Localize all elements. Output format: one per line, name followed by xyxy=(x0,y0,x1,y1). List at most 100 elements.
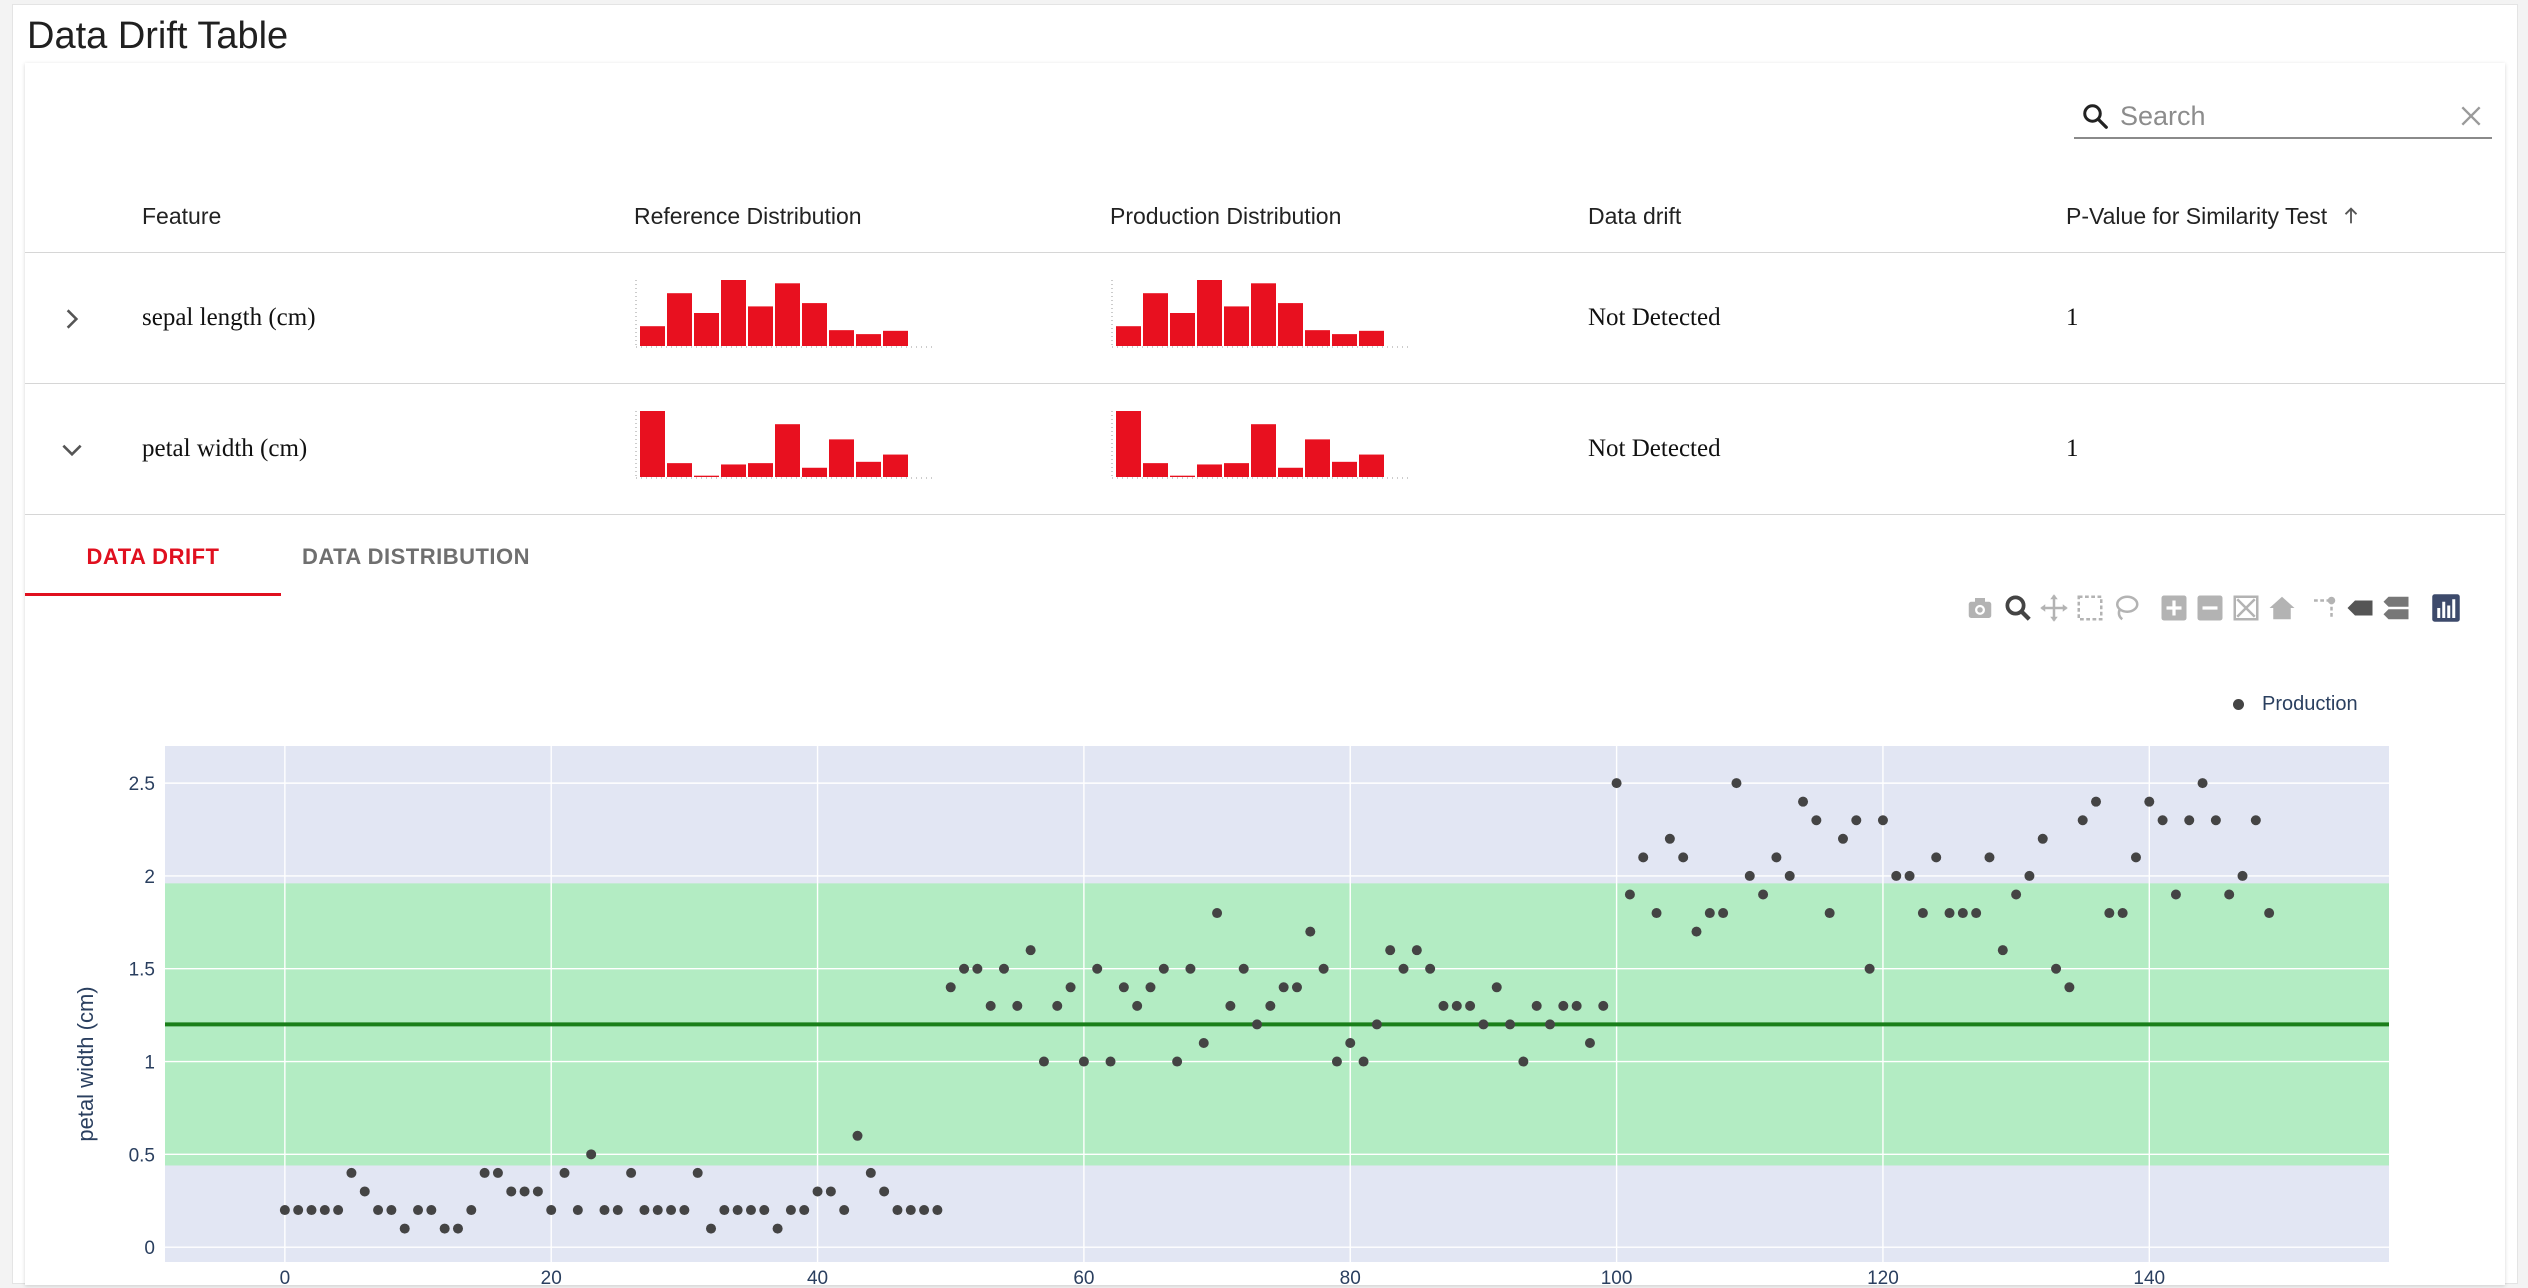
data-point[interactable] xyxy=(559,1167,570,1178)
data-point[interactable] xyxy=(1132,1000,1143,1011)
data-point[interactable] xyxy=(2117,908,2128,919)
data-point[interactable] xyxy=(2237,870,2248,881)
data-point[interactable] xyxy=(785,1205,796,1216)
data-point[interactable] xyxy=(2170,889,2181,900)
data-point[interactable] xyxy=(1678,852,1689,863)
data-point[interactable] xyxy=(945,982,956,993)
data-point[interactable] xyxy=(626,1167,637,1178)
data-point[interactable] xyxy=(2077,815,2088,826)
data-point[interactable] xyxy=(692,1167,703,1178)
data-point[interactable] xyxy=(1451,1000,1462,1011)
data-point[interactable] xyxy=(1718,908,1729,919)
column-header-reference-distribution[interactable]: Reference Distribution xyxy=(634,203,862,229)
data-point[interactable] xyxy=(1145,982,1156,993)
data-point[interactable] xyxy=(932,1205,943,1216)
data-point[interactable] xyxy=(1491,982,1502,993)
data-point[interactable] xyxy=(373,1205,384,1216)
data-point[interactable] xyxy=(1584,1037,1595,1048)
data-point[interactable] xyxy=(1891,870,1902,881)
data-point[interactable] xyxy=(1518,1056,1529,1067)
data-point[interactable] xyxy=(2051,963,2062,974)
data-point[interactable] xyxy=(439,1223,450,1234)
data-point[interactable] xyxy=(1038,1056,1049,1067)
data-point[interactable] xyxy=(1837,833,1848,844)
data-point[interactable] xyxy=(2104,908,2115,919)
tab-data-distribution[interactable]: DATA DISTRIBUTION xyxy=(301,544,531,569)
data-point[interactable] xyxy=(1664,833,1675,844)
camera-icon[interactable] xyxy=(1965,593,1995,623)
hover-closest-icon[interactable] xyxy=(2345,593,2375,623)
data-point[interactable] xyxy=(1291,982,1302,993)
data-point[interactable] xyxy=(1971,908,1982,919)
data-point[interactable] xyxy=(1798,796,1809,807)
data-point[interactable] xyxy=(1385,945,1396,956)
data-point[interactable] xyxy=(666,1205,677,1216)
data-point[interactable] xyxy=(825,1186,836,1197)
data-point[interactable] xyxy=(1265,1000,1276,1011)
data-point[interactable] xyxy=(812,1186,823,1197)
data-point[interactable] xyxy=(1691,926,1702,937)
data-point[interactable] xyxy=(506,1186,517,1197)
data-point[interactable] xyxy=(1025,945,1036,956)
data-point[interactable] xyxy=(1371,1019,1382,1030)
data-point[interactable] xyxy=(985,1000,996,1011)
data-point[interactable] xyxy=(1624,889,1635,900)
zoom-in-icon[interactable] xyxy=(2159,593,2189,623)
data-point[interactable] xyxy=(1931,852,1942,863)
data-point[interactable] xyxy=(1771,852,1782,863)
data-point[interactable] xyxy=(799,1205,810,1216)
data-point[interactable] xyxy=(1505,1019,1516,1030)
data-point[interactable] xyxy=(2130,852,2141,863)
data-point[interactable] xyxy=(1198,1037,1209,1048)
data-point[interactable] xyxy=(998,963,1009,974)
data-point[interactable] xyxy=(2264,908,2275,919)
column-header-p-value[interactable]: P-Value for Similarity Test xyxy=(2066,203,2362,230)
data-point[interactable] xyxy=(2184,815,2195,826)
data-point[interactable] xyxy=(333,1205,344,1216)
data-point[interactable] xyxy=(279,1205,290,1216)
collapse-chevron-down-icon[interactable] xyxy=(59,437,85,463)
data-point[interactable] xyxy=(1278,982,1289,993)
plotly-logo-icon[interactable] xyxy=(2431,593,2461,623)
data-point[interactable] xyxy=(839,1205,850,1216)
data-point[interactable] xyxy=(2144,796,2155,807)
pan-icon[interactable] xyxy=(2039,593,2069,623)
data-point[interactable] xyxy=(905,1205,916,1216)
data-point[interactable] xyxy=(1704,908,1715,919)
hover-compare-icon[interactable] xyxy=(2381,593,2411,623)
data-point[interactable] xyxy=(492,1167,503,1178)
data-point[interactable] xyxy=(1478,1019,1489,1030)
data-point[interactable] xyxy=(1438,1000,1449,1011)
data-point[interactable] xyxy=(1212,908,1223,919)
data-point[interactable] xyxy=(1318,963,1329,974)
data-point[interactable] xyxy=(1398,963,1409,974)
spike-lines-icon[interactable] xyxy=(2309,593,2339,623)
data-point[interactable] xyxy=(293,1205,304,1216)
data-point[interactable] xyxy=(732,1205,743,1216)
data-point[interactable] xyxy=(1638,852,1649,863)
data-point[interactable] xyxy=(745,1205,756,1216)
table-row[interactable]: petal width (cm) Not Detected 1 xyxy=(25,385,2505,515)
data-point[interactable] xyxy=(532,1186,543,1197)
data-point[interactable] xyxy=(2064,982,2075,993)
tab-data-drift[interactable]: DATA DRIFT xyxy=(25,518,281,596)
data-point[interactable] xyxy=(1331,1056,1342,1067)
data-point[interactable] xyxy=(1158,963,1169,974)
data-point[interactable] xyxy=(2024,870,2035,881)
data-point[interactable] xyxy=(2210,815,2221,826)
search-input[interactable] xyxy=(2118,99,2438,133)
search-box[interactable] xyxy=(2074,93,2492,139)
data-point[interactable] xyxy=(1545,1019,1556,1030)
data-point[interactable] xyxy=(959,963,970,974)
data-point[interactable] xyxy=(1811,815,1822,826)
data-point[interactable] xyxy=(2011,889,2022,900)
data-point[interactable] xyxy=(1944,908,1955,919)
data-point[interactable] xyxy=(1984,852,1995,863)
data-point[interactable] xyxy=(1957,908,1968,919)
data-point[interactable] xyxy=(1358,1056,1369,1067)
data-point[interactable] xyxy=(706,1223,717,1234)
data-point[interactable] xyxy=(1758,889,1769,900)
data-point[interactable] xyxy=(612,1205,623,1216)
data-point[interactable] xyxy=(572,1205,583,1216)
column-header-production-distribution[interactable]: Production Distribution xyxy=(1110,203,1342,229)
